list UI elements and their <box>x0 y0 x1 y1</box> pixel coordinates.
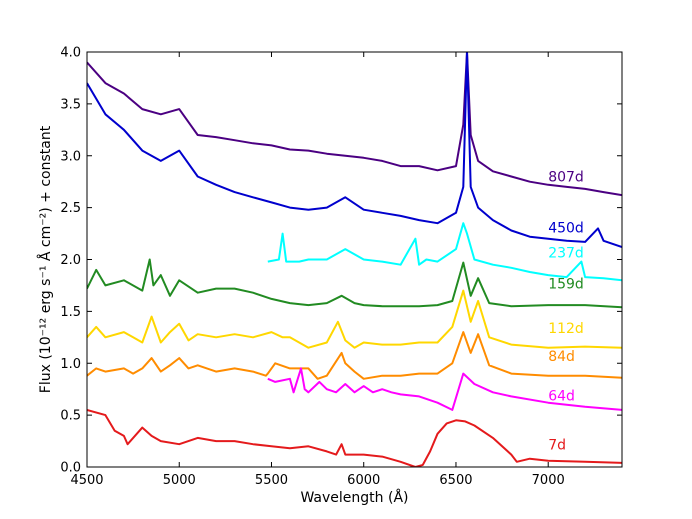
series-layer <box>87 52 622 467</box>
series-line-7d <box>87 408 622 467</box>
plot-frame <box>86 51 623 468</box>
y-tick-label: 3.5 <box>60 97 81 112</box>
series-line-237d <box>267 222 622 282</box>
series-label-64d: 64d <box>548 389 575 405</box>
series-label-450d: 450d <box>548 221 584 237</box>
x-axis-label: Wavelength (Å) <box>300 489 408 506</box>
series-labels: 807d 450d 237d 159d 112d 84d 64d 7d <box>548 170 584 454</box>
y-tick-label: 1.5 <box>60 305 81 320</box>
y-tick-label: 3.0 <box>60 149 81 164</box>
y-tick-label: 0.0 <box>60 461 81 476</box>
series-line-807d <box>87 52 622 197</box>
series-line-84d <box>87 331 622 380</box>
x-tick-label: 6500 <box>439 473 472 488</box>
x-tick-label: 6000 <box>347 473 380 488</box>
x-tick-label: 7000 <box>532 473 565 488</box>
y-tick-label: 2.0 <box>60 253 81 268</box>
y-tick-label: 1.0 <box>60 357 81 372</box>
y-axis-label: Flux (10⁻¹² erg s⁻¹ Å cm⁻²) + constant <box>37 125 54 393</box>
x-tick-label: 4500 <box>70 473 103 488</box>
series-line-64d <box>267 367 622 411</box>
x-tick-label: 5500 <box>255 473 288 488</box>
y-tick-label: 2.5 <box>60 201 81 216</box>
series-line-159d <box>87 258 622 309</box>
ticks-layer: 4500 5000 5500 6000 6500 7000 0.0 0.5 1.0 1.5 2.0 2… <box>60 46 622 488</box>
series-label-84d: 84d <box>548 349 575 365</box>
x-tick-label: 5000 <box>163 473 196 488</box>
y-tick-label: 0.5 <box>60 409 81 424</box>
series-line-450d <box>87 52 622 248</box>
series-label-159d: 159d <box>548 277 584 293</box>
series-label-807d: 807d <box>548 170 584 186</box>
y-tick-label: 4.0 <box>60 46 81 61</box>
series-label-237d: 237d <box>548 245 584 261</box>
series-line-112d <box>87 289 622 349</box>
series-label-7d: 7d <box>548 437 566 453</box>
series-label-112d: 112d <box>548 321 584 337</box>
